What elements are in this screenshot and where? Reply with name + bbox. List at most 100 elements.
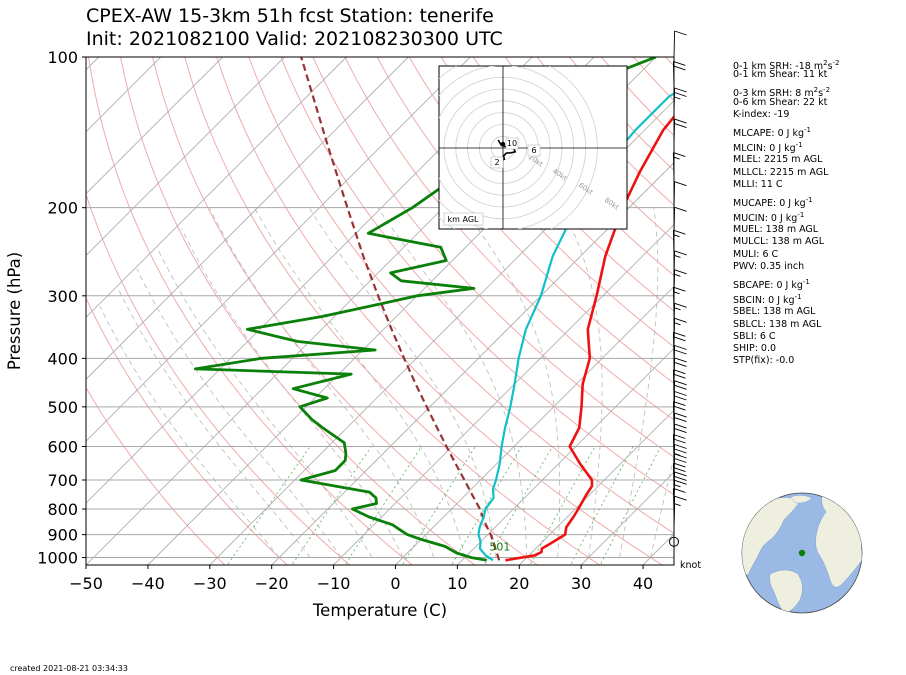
hodograph-legend-label: km AGL [448, 215, 480, 224]
param-text: SBLI: 6 C [733, 330, 776, 342]
x-tick-label: 30 [571, 574, 591, 593]
param-text: STP(fix): -0.0 [733, 355, 795, 367]
land-greenland [789, 495, 813, 504]
y-tick-label: 900 [47, 526, 78, 545]
moist-adiabat [254, 207, 466, 558]
param-text: SBCIN: 0 J kg [733, 295, 795, 307]
param-text: 0-1 km SRH: -18 m [733, 61, 824, 73]
moist-adiabat [181, 228, 404, 558]
dry-adiabat [408, 57, 674, 348]
param-superscript: -1 [804, 125, 811, 134]
param-text: K-index: -19 [733, 108, 790, 120]
param-superscript: 2 [823, 59, 828, 67]
dry-adiabat [86, 386, 226, 565]
moist-adiabat [156, 247, 373, 558]
x-tick-label: 0 [390, 574, 400, 593]
param-text: SBLCL: 138 m AGL [733, 318, 822, 330]
hodograph-height-label: 10 [507, 139, 517, 148]
wind-barb [672, 60, 686, 88]
param-text: SBEL: 138 m AGL [733, 306, 816, 318]
x-axis-label: Temperature (C) [312, 601, 447, 620]
param-row: MLCAPE: 0 J kg-1 [733, 124, 840, 140]
x-tick-label: 20 [509, 574, 529, 593]
mixing-ratio-line [450, 446, 522, 565]
param-text: MULCL: 138 m AGL [733, 236, 825, 248]
param-text: MUEL: 138 m AGL [733, 224, 819, 236]
hodograph-height-box [527, 144, 541, 157]
y-tick-label: 500 [47, 398, 78, 417]
land-south-america [769, 569, 803, 613]
dry-adiabat [248, 57, 674, 534]
dewpoint-profile [194, 57, 657, 562]
param-text: MUCAPE: 0 J kg [733, 198, 806, 210]
y-axis-label: Pressure (hPa) [5, 252, 24, 370]
location-globe [741, 492, 863, 614]
x-tick-label: 40 [633, 574, 653, 593]
param-unit: s [818, 88, 824, 100]
y-tick-label: 300 [47, 287, 78, 306]
chart-subtitle: Init: 2021082100 Valid: 202108230300 UTC [86, 28, 503, 50]
param-text: SHIP: 0.0 [733, 342, 777, 354]
param-row: MLLI: 11 C [733, 179, 840, 191]
hodograph-height-label: 2 [494, 158, 499, 167]
wind-barb [673, 118, 687, 146]
wind-unit-label: knot [680, 560, 702, 571]
param-row: MUCAPE: 0 J kg-1 [733, 194, 840, 210]
x-tick-label: −10 [317, 574, 351, 593]
station-marker [798, 549, 806, 557]
wind-barb [673, 302, 687, 330]
param-superscript: 2 [813, 86, 819, 95]
y-tick-label: 100 [47, 48, 78, 67]
isotherm [86, 57, 409, 380]
wind-barb [673, 479, 687, 507]
param-row: 0-1 km Shear: 11 kt [733, 69, 840, 81]
dry-adiabat [86, 297, 288, 565]
x-tick-label: −20 [255, 574, 289, 593]
param-row: MUCIN: 0 J kg-1 [733, 209, 840, 224]
y-tick-label: 800 [47, 500, 78, 519]
param-text: MLCIN: 0 J kg [733, 143, 796, 155]
moist-adiabat [136, 268, 342, 558]
param-text: MLCAPE: 0 J kg [733, 128, 804, 140]
y-tick-label: 1000 [37, 549, 78, 568]
dry-adiabat [280, 57, 674, 496]
wind-barb [672, 331, 686, 359]
param-row: MLLCL: 2215 m AGL [733, 167, 840, 179]
wind-barb [673, 30, 687, 58]
param-text: 0-3 km SRH: 8 m [733, 88, 814, 100]
param-superscript: -1 [802, 278, 810, 286]
param-row: SBCAPE: 0 J kg-1 [733, 276, 840, 291]
isotherm [86, 57, 471, 442]
dry-adiabat [890, 57, 906, 568]
param-row: STP(fix): -0.0 [733, 355, 840, 367]
isotherm [86, 57, 223, 195]
background-lines [86, 57, 906, 568]
param-row: SBLI: 6 C [733, 331, 840, 343]
x-tick-label: 10 [447, 574, 467, 593]
param-row: MUEL: 138 m AGL [733, 224, 840, 236]
moist-adiabat [99, 306, 280, 558]
isotherm [86, 57, 347, 319]
param-row: SHIP: 0.0 [733, 343, 840, 355]
x-tick-label: −40 [131, 574, 165, 593]
param-text: 0-6 km Shear: 22 kt [733, 96, 828, 108]
param-row: MLEL: 2215 m AGL [733, 154, 840, 166]
parcel-profile [300, 57, 501, 561]
param-text: 0-1 km Shear: 11 kt [733, 69, 828, 81]
param-superscript: -2 [823, 86, 831, 95]
wind-barb [673, 206, 687, 234]
y-tick-label: 400 [47, 349, 78, 368]
hodograph-height-label: 6 [531, 146, 536, 155]
y-tick-label: 700 [47, 471, 78, 490]
wind-barb [672, 487, 686, 515]
created-timestamp: created 2021-08-21 03:34:33 [10, 664, 128, 673]
param-superscript: -1 [794, 293, 802, 302]
dry-adiabat [344, 57, 674, 421]
dry-adiabat [858, 57, 906, 568]
hodograph-height-box [490, 156, 504, 169]
mixing-ratio-line [401, 446, 476, 565]
x-tick-label: −50 [69, 574, 103, 593]
